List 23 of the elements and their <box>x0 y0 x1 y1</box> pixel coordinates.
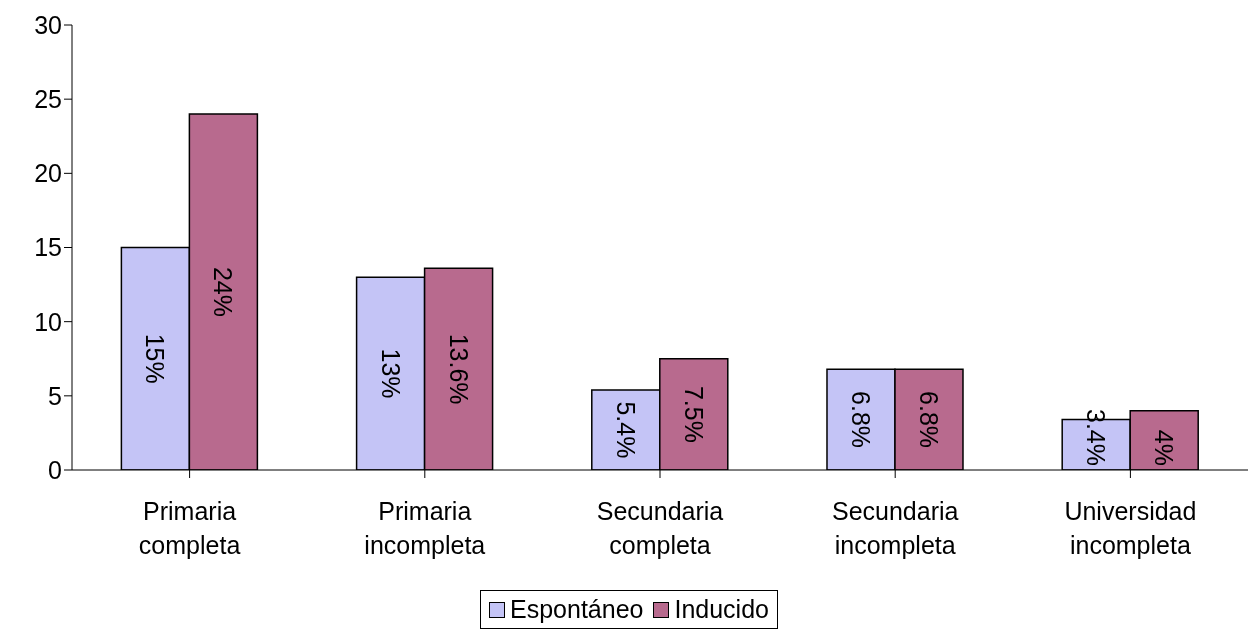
y-tick-label: 0 <box>48 455 62 484</box>
data-label: 24% <box>209 266 238 318</box>
y-tick-label: 15 <box>34 233 62 262</box>
y-tick-label: 20 <box>34 159 62 188</box>
legend-label: Espontáneo <box>509 595 644 624</box>
data-label: 6.8% <box>914 391 943 449</box>
data-label: 15% <box>141 333 170 384</box>
data-label: 7.5% <box>679 385 708 443</box>
x-tick-label: Primaria completa <box>138 497 241 559</box>
data-label: 6.8% <box>846 391 875 449</box>
data-label: 13% <box>376 348 405 399</box>
x-tick-label: Secundaria incompleta <box>831 497 959 559</box>
legend-label: Inducido <box>673 595 769 624</box>
x-tick-label: Primaria incompleta <box>364 497 486 559</box>
x-tick-label: Secundaria completa <box>596 497 724 559</box>
y-tick-label: 5 <box>48 381 62 410</box>
y-tick-label: 30 <box>34 10 62 39</box>
data-label: 5.4% <box>611 401 640 459</box>
data-label: 13.6% <box>444 333 473 405</box>
x-tick-label: Universidad incompleta <box>1064 497 1197 559</box>
y-tick-label: 25 <box>34 85 62 114</box>
y-tick-label: 10 <box>34 307 62 336</box>
data-label: 4% <box>1150 429 1179 466</box>
